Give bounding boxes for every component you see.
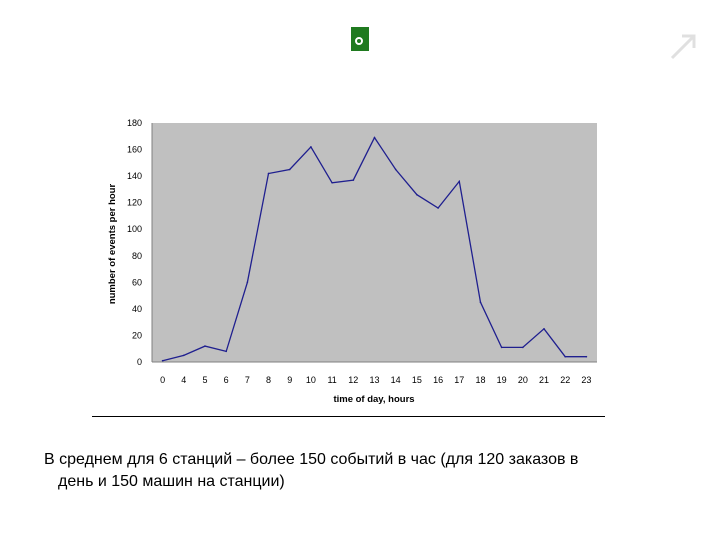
plot-area (152, 123, 597, 362)
x-tick-label: 20 (518, 375, 528, 385)
faint-corner-mark-icon (670, 34, 696, 60)
y-tick-label: 140 (127, 171, 142, 181)
y-tick-label: 20 (132, 330, 142, 340)
data-point (373, 136, 376, 139)
x-tick-label: 16 (433, 375, 443, 385)
x-tick-label: 6 (224, 375, 229, 385)
data-point (182, 354, 185, 357)
data-point (543, 328, 545, 330)
data-point (310, 146, 312, 148)
y-tick-label: 40 (132, 304, 142, 314)
y-tick-label: 100 (127, 224, 142, 234)
data-point (394, 168, 397, 171)
data-point (204, 345, 206, 347)
data-point (564, 355, 567, 358)
data-point (585, 355, 588, 358)
data-point (522, 346, 524, 349)
y-tick-label: 120 (127, 198, 142, 208)
green-square-logo-icon (351, 27, 369, 51)
x-tick-label: 9 (287, 375, 292, 385)
x-tick-label: 12 (348, 375, 358, 385)
data-point (500, 346, 503, 349)
caption: В среднем для 6 станций – более 150 собы… (44, 449, 684, 493)
data-point (246, 281, 249, 284)
x-tick-label: 21 (539, 375, 549, 385)
caption-line-1: В среднем для 6 станций – более 150 собы… (44, 451, 579, 468)
x-tick-label: 15 (412, 375, 422, 385)
data-point (267, 172, 270, 175)
data-point (288, 168, 291, 171)
x-tick-label: 4 (181, 375, 186, 385)
events-per-hour-chart: 0 20 40 60 80 100 120 140 160 180 0 4 5 6 7 8 9 10 11 12 13… (107, 118, 597, 405)
data-point (225, 350, 227, 353)
y-axis-title: number of events per hour (107, 184, 118, 305)
x-tick-label: 7 (245, 375, 250, 385)
separator-line (92, 416, 605, 417)
y-tick-label: 180 (127, 118, 142, 128)
x-tick-label: 13 (369, 375, 379, 385)
x-tick-label: 5 (202, 375, 207, 385)
x-tick-label: 18 (475, 375, 485, 385)
x-axis-title: time of day, hours (333, 394, 414, 405)
data-point (331, 181, 333, 184)
data-point (416, 193, 418, 196)
data-point (352, 179, 355, 181)
x-tick-label: 19 (497, 375, 507, 385)
y-tick-label: 0 (137, 357, 142, 367)
y-tick-label: 160 (127, 145, 142, 155)
x-tick-label: 11 (327, 375, 336, 385)
data-point (161, 359, 164, 362)
x-tick-label: 17 (454, 375, 464, 385)
data-point (437, 207, 439, 209)
x-tick-label: 0 (160, 375, 165, 385)
x-tick-label: 23 (581, 375, 591, 385)
y-tick-label: 80 (132, 251, 142, 261)
data-point (479, 301, 482, 304)
data-point (458, 180, 461, 183)
x-tick-label: 8 (266, 375, 271, 385)
x-tick-label: 14 (391, 375, 401, 385)
x-tick-label: 10 (306, 375, 316, 385)
y-tick-label: 60 (132, 277, 142, 287)
caption-line-2: день и 150 машин на станции) (58, 473, 285, 490)
x-tick-label: 22 (560, 375, 570, 385)
